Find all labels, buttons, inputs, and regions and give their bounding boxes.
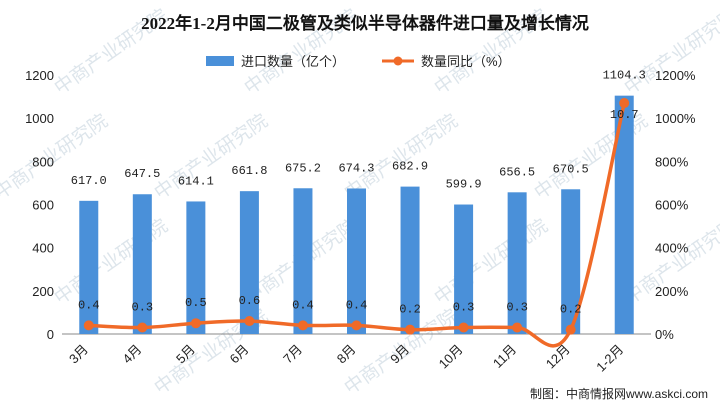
line-point <box>83 320 94 331</box>
bar-value-label: 682.9 <box>392 160 428 174</box>
x-tick-label: 1-2月 <box>593 342 626 375</box>
bar <box>132 194 152 334</box>
bar <box>561 189 581 334</box>
x-tick-label: 11月 <box>490 342 519 371</box>
bar <box>507 192 527 334</box>
line-point <box>297 320 308 331</box>
watermark-text: 中商产业研究院 <box>150 110 272 204</box>
chart-title: 2022年1-2月中国二极管及类似半导体器件进口量及增长情况 <box>141 13 589 33</box>
bar <box>186 201 206 334</box>
line-value-label: 0.3 <box>132 301 154 315</box>
x-tick-label: 10月 <box>436 342 466 372</box>
legend-line-marker <box>393 56 403 66</box>
bar-value-label: 661.8 <box>231 164 267 178</box>
line-point <box>619 98 630 109</box>
bar <box>400 186 420 334</box>
y-right-tick-label: 1000% <box>655 111 696 126</box>
axes: 0 200 400 600 800 1000 1200 0% 200% 400% 600% 800% 1… <box>25 68 696 375</box>
y-right-tick-label: 1200% <box>655 68 696 83</box>
line-value-label: 0.2 <box>560 303 582 317</box>
line-point <box>458 322 469 333</box>
x-tick-label: 7月 <box>280 342 305 367</box>
line-point <box>405 324 416 335</box>
y-right-tick-label: 200% <box>655 284 689 299</box>
watermark-text: 中商产业研究院 <box>0 110 112 204</box>
y-left-tick-label: 0 <box>47 327 54 342</box>
y-left-tick-label: 200 <box>32 284 54 299</box>
y-left-tick-label: 1000 <box>25 111 54 126</box>
line-point <box>244 316 255 327</box>
y-left-tick-label: 800 <box>32 154 54 169</box>
bar-value-label: 617.0 <box>71 174 107 188</box>
legend-line-label: 数量同比（%） <box>421 54 511 69</box>
line-point <box>565 324 576 335</box>
y-right-tick-label: 600% <box>655 198 689 213</box>
legend: 进口数量（亿个） 数量同比（%） <box>206 54 511 69</box>
line-point <box>190 318 201 329</box>
bar <box>347 188 366 334</box>
bar-series <box>79 95 634 335</box>
line-value-label: 0.3 <box>453 301 475 315</box>
line-value-label: 0.3 <box>506 301 528 315</box>
line-value-label: 0.6 <box>239 294 261 308</box>
watermark-text: 中商产业研究院 <box>430 215 552 309</box>
line-value-label: 0.5 <box>185 296 207 310</box>
line-value-label: 0.4 <box>292 298 314 312</box>
line-value-label: 0.2 <box>399 303 421 317</box>
bar <box>454 204 474 334</box>
y-left-tick-label: 1200 <box>25 68 54 83</box>
y-left-tick-label: 400 <box>32 241 54 256</box>
line-value-label: 0.4 <box>346 298 368 312</box>
bar-value-label: 656.5 <box>499 165 535 179</box>
x-tick-label: 8月 <box>334 342 359 367</box>
legend-bar-label: 进口数量（亿个） <box>241 54 345 69</box>
y-right-tick-label: 0% <box>655 327 674 342</box>
x-tick-label: 3月 <box>66 342 91 367</box>
bar <box>239 191 259 334</box>
bar-value-label: 647.5 <box>124 167 160 181</box>
x-tick-label: 4月 <box>120 342 145 367</box>
bar-value-label: 599.9 <box>446 178 482 192</box>
line-point <box>137 322 148 333</box>
bar-value-label: 614.1 <box>178 174 214 188</box>
y-right-tick-label: 400% <box>655 241 689 256</box>
chart-credit: 制图：中商情报网www.askci.com <box>530 386 708 401</box>
y-left-tick-label: 600 <box>32 198 54 213</box>
bar-value-label: 1104.3 <box>603 69 646 83</box>
y-right-tick-label: 800% <box>655 154 689 169</box>
bar <box>614 95 634 335</box>
bar <box>79 200 99 334</box>
data-labels: 617.0 647.5 614.1 661.8 675.2 674.3 682.9 599.9… <box>71 69 646 317</box>
line-point <box>351 320 362 331</box>
line-series <box>83 98 630 348</box>
line-value-label: 10.7 <box>610 108 639 122</box>
line-value-label: 0.4 <box>78 298 100 312</box>
bar <box>293 188 313 334</box>
bar-value-label: 670.5 <box>553 162 589 176</box>
bar-value-label: 675.2 <box>285 161 321 175</box>
watermark-text: 中商产业研究院 <box>620 5 720 99</box>
line-point <box>512 322 523 333</box>
bar-value-label: 674.3 <box>338 161 374 175</box>
legend-bar-swatch <box>206 56 234 66</box>
watermark-text: 中商产业研究院 <box>50 215 172 309</box>
